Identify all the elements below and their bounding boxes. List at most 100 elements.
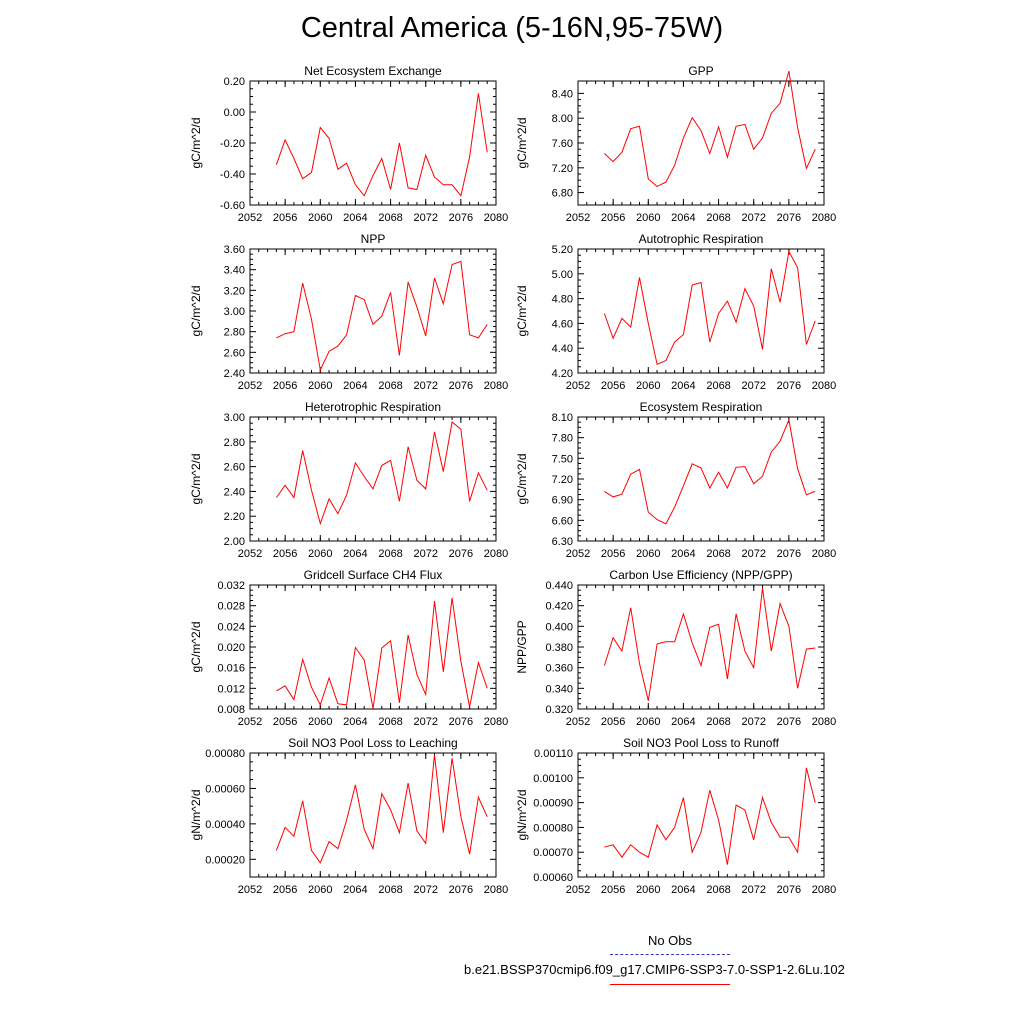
x-tick-label: 2068 bbox=[378, 548, 402, 560]
x-tick-label: 2076 bbox=[449, 380, 473, 392]
x-tick-label: 2076 bbox=[449, 548, 473, 560]
x-tick-label: 2060 bbox=[308, 380, 332, 392]
plot-frame bbox=[577, 248, 825, 374]
y-tick-label: 0.00020 bbox=[205, 854, 245, 866]
chart-panel-2: GPP gC/m^2/d 2052 2056 2060 2064 2068 2072 2076 2… bbox=[515, 64, 836, 224]
y-tick-label: 0.016 bbox=[217, 663, 245, 675]
x-tick-label: 2052 bbox=[566, 212, 590, 224]
x-tick-label: 2056 bbox=[601, 548, 625, 560]
x-tick-label: 2064 bbox=[343, 380, 367, 392]
x-tick-label: 2052 bbox=[238, 380, 262, 392]
panel-title: Soil NO3 Pool Loss to Runoff bbox=[623, 736, 780, 750]
chart-panel-5: Heterotrophic Respiration gC/m^2/d 2052 205… bbox=[189, 400, 508, 560]
panel-title: Heterotrophic Respiration bbox=[305, 400, 441, 414]
chart-panel-8: Carbon Use Efficiency (NPP/GPP) NPP/GPP 20… bbox=[515, 568, 836, 728]
x-tick-label: 2072 bbox=[413, 884, 437, 896]
x-tick-label: 2056 bbox=[273, 716, 297, 728]
y-tick-label: 0.00110 bbox=[534, 748, 573, 760]
panel-title: Autotrophic Respiration bbox=[639, 232, 764, 246]
y-tick-label: 7.50 bbox=[552, 453, 573, 465]
x-tick-label: 2072 bbox=[741, 548, 765, 560]
y-tick-label: 0.012 bbox=[217, 683, 245, 695]
y-tick-label: 3.40 bbox=[224, 265, 245, 277]
chart-panel-10: Soil NO3 Pool Loss to Runoff gN/m^2/d 2052… bbox=[515, 736, 836, 896]
x-tick-label: 2080 bbox=[812, 548, 836, 560]
y-tick-label: 4.60 bbox=[552, 318, 573, 330]
y-tick-label: 0.024 bbox=[217, 621, 245, 633]
y-tick-label: 2.00 bbox=[224, 536, 245, 548]
y-tick-label: 0.00100 bbox=[533, 773, 573, 785]
series-line bbox=[275, 421, 488, 526]
x-tick-label: 2076 bbox=[777, 716, 801, 728]
x-tick-label: 2064 bbox=[343, 212, 367, 224]
y-axis-label: gN/m^2/d bbox=[515, 790, 529, 841]
y-axis-label: gC/m^2/d bbox=[515, 454, 529, 505]
panel-title: Net Ecosystem Exchange bbox=[304, 64, 442, 78]
x-tick-label: 2080 bbox=[484, 380, 508, 392]
panel-title: Carbon Use Efficiency (NPP/GPP) bbox=[609, 568, 792, 582]
plot-frame bbox=[577, 584, 825, 710]
y-tick-label: 3.20 bbox=[224, 285, 245, 297]
plot-frame bbox=[577, 416, 825, 542]
y-tick-label: 5.20 bbox=[552, 244, 573, 256]
y-tick-label: 8.40 bbox=[552, 88, 573, 100]
series-line bbox=[276, 597, 488, 709]
x-tick-label: 2080 bbox=[484, 884, 508, 896]
x-tick-label: 2052 bbox=[566, 548, 590, 560]
x-tick-label: 2080 bbox=[484, 716, 508, 728]
x-tick-label: 2052 bbox=[238, 884, 262, 896]
x-tick-label: 2052 bbox=[566, 380, 590, 392]
x-tick-label: 2076 bbox=[449, 212, 473, 224]
x-tick-label: 2056 bbox=[273, 884, 297, 896]
x-tick-label: 2056 bbox=[601, 380, 625, 392]
y-tick-label: -0.40 bbox=[220, 169, 245, 181]
x-tick-label: 2076 bbox=[449, 716, 473, 728]
x-tick-label: 2056 bbox=[273, 212, 297, 224]
x-tick-label: 2072 bbox=[413, 716, 437, 728]
y-axis-label: gC/m^2/d bbox=[189, 286, 203, 337]
x-tick-label: 2080 bbox=[484, 548, 508, 560]
x-tick-label: 2072 bbox=[741, 716, 765, 728]
x-tick-label: 2052 bbox=[566, 716, 590, 728]
y-tick-label: 2.80 bbox=[224, 437, 245, 449]
x-tick-label: 2060 bbox=[308, 884, 332, 896]
legend-no-obs-label: No Obs bbox=[647, 933, 693, 948]
y-tick-label: 0.20 bbox=[224, 76, 245, 88]
x-tick-label: 2064 bbox=[343, 884, 367, 896]
x-tick-label: 2060 bbox=[636, 884, 660, 896]
x-tick-label: 2060 bbox=[636, 212, 660, 224]
x-tick-label: 2068 bbox=[378, 716, 402, 728]
y-tick-label: -0.20 bbox=[220, 138, 245, 150]
y-tick-label: 5.00 bbox=[552, 269, 573, 281]
x-tick-label: 2076 bbox=[777, 380, 801, 392]
y-tick-label: 6.90 bbox=[552, 495, 573, 507]
y-tick-label: 2.20 bbox=[224, 511, 245, 523]
y-axis-label: gC/m^2/d bbox=[189, 454, 203, 505]
y-tick-label: -0.60 bbox=[220, 200, 245, 212]
y-tick-label: 4.20 bbox=[552, 368, 573, 380]
x-tick-label: 2064 bbox=[343, 548, 367, 560]
y-tick-label: 0.360 bbox=[545, 663, 573, 675]
x-tick-label: 2068 bbox=[706, 380, 730, 392]
y-tick-label: 0.00070 bbox=[533, 847, 573, 859]
y-tick-label: 4.40 bbox=[552, 343, 573, 355]
y-tick-label: 8.10 bbox=[552, 412, 573, 424]
legend-run-label: b.e21.BSSP370cmip6.f09_g17.CMIP6-SSP3-7.… bbox=[464, 962, 845, 977]
y-tick-label: 0.400 bbox=[545, 621, 573, 633]
series-line bbox=[276, 260, 488, 372]
panel-title: Gridcell Surface CH4 Flux bbox=[304, 568, 443, 582]
x-tick-label: 2068 bbox=[378, 212, 402, 224]
x-tick-label: 2076 bbox=[777, 548, 801, 560]
y-tick-label: 0.320 bbox=[545, 704, 573, 716]
y-tick-label: 3.60 bbox=[224, 244, 245, 256]
panel-title: GPP bbox=[688, 64, 713, 78]
x-tick-label: 2056 bbox=[601, 212, 625, 224]
x-tick-label: 2056 bbox=[273, 380, 297, 392]
y-tick-label: 0.00040 bbox=[205, 819, 245, 831]
y-tick-label: 0.440 bbox=[545, 580, 573, 592]
chart-panel-6: Ecosystem Respiration gC/m^2/d 2052 2056 206… bbox=[515, 400, 836, 560]
x-tick-label: 2064 bbox=[671, 380, 695, 392]
x-tick-label: 2076 bbox=[449, 884, 473, 896]
series-line bbox=[604, 767, 816, 865]
